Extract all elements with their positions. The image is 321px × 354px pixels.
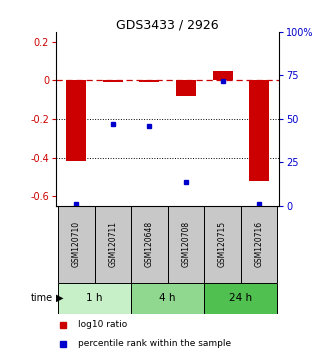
Text: 4 h: 4 h [160,293,176,303]
Text: GSM120648: GSM120648 [145,221,154,267]
Bar [176,80,196,96]
Text: GSM120710: GSM120710 [72,221,81,267]
Text: GSM120715: GSM120715 [218,221,227,267]
Text: log10 ratio: log10 ratio [78,320,128,329]
Bar [168,206,204,282]
Bar [204,282,277,314]
Bar [131,282,204,314]
Bar [58,282,131,314]
Text: 1 h: 1 h [86,293,103,303]
Bar [95,206,131,282]
Bar [204,206,241,282]
Text: GSM120716: GSM120716 [255,221,264,267]
Bar [66,80,86,161]
Bar [58,206,95,282]
Title: GDS3433 / 2926: GDS3433 / 2926 [117,19,219,32]
Text: ▶: ▶ [56,293,64,303]
Bar [103,80,123,82]
Bar [249,80,269,181]
Bar [213,70,233,80]
Text: GSM120708: GSM120708 [181,221,190,267]
Text: time: time [30,293,53,303]
Text: percentile rank within the sample: percentile rank within the sample [78,339,232,348]
Bar [139,80,160,82]
Text: 24 h: 24 h [229,293,252,303]
Text: GSM120711: GSM120711 [108,221,117,267]
Bar [131,206,168,282]
Bar [241,206,277,282]
